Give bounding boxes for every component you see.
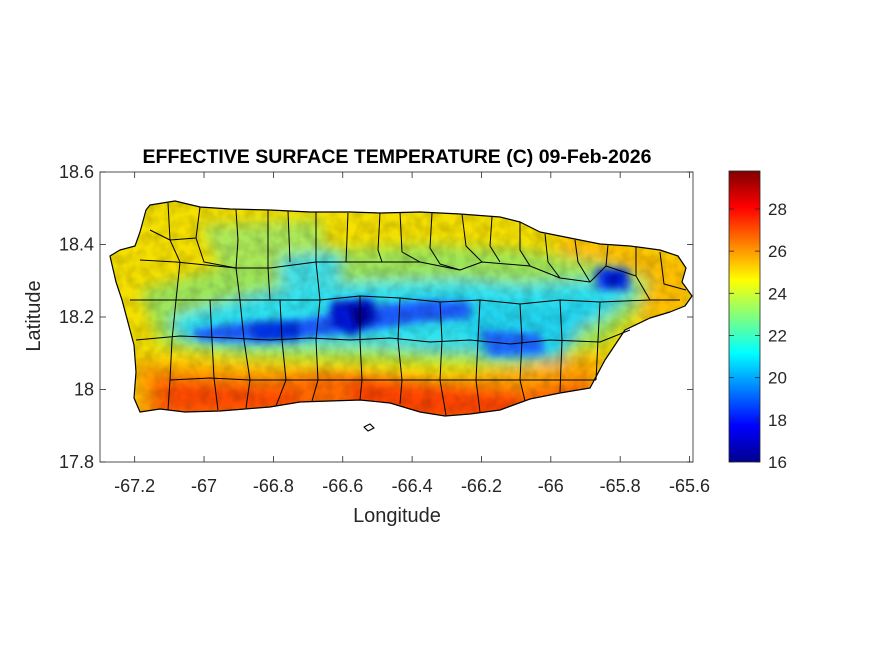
- y-axis-label: Latitude: [23, 280, 45, 351]
- colorbar-tick-label: 24: [768, 284, 787, 303]
- temperature-heatmap: [110, 201, 692, 416]
- x-tick-label: -66: [538, 476, 564, 496]
- colorbar-tick-label: 22: [768, 326, 787, 345]
- colorbar-tick-label: 26: [768, 242, 787, 261]
- colorbar-gradient: [728, 170, 761, 463]
- colorbar-tick-label: 28: [768, 200, 787, 219]
- x-axis-label: Longitude: [353, 505, 441, 527]
- y-tick-label: 18.2: [59, 307, 94, 327]
- island-outline: [109, 200, 693, 417]
- colorbar: 16 18 20 22 24 26 28: [728, 170, 787, 472]
- colorbar-tick-label: 18: [768, 411, 787, 430]
- x-tick-label: -66.6: [322, 476, 363, 496]
- municipality-boundaries: [109, 200, 693, 432]
- x-axis: -67.2 -67 -66.8 -66.6 -66.4 -66.2 -66 -65.8 -65.…: [114, 172, 710, 496]
- x-tick-label: -67.2: [114, 476, 155, 496]
- y-tick-label: 18.4: [59, 235, 94, 255]
- x-tick-label: -65.6: [669, 476, 710, 496]
- y-axis: 17.8 18 18.2 18.4 18.6: [59, 162, 693, 472]
- x-tick-label: -65.8: [600, 476, 641, 496]
- x-tick-label: -66.2: [461, 476, 502, 496]
- x-tick-label: -66.4: [392, 476, 433, 496]
- colorbar-tick-label: 20: [768, 369, 787, 388]
- y-tick-label: 18.6: [59, 162, 94, 182]
- municipal-lines: [130, 202, 687, 416]
- chart-title: EFFECTIVE SURFACE TEMPERATURE (C) 09-Feb…: [143, 146, 652, 168]
- colorbar-tick-label: 16: [768, 453, 787, 472]
- y-tick-label: 18: [74, 380, 94, 400]
- x-tick-label: -67: [191, 476, 217, 496]
- colorbar-ticks: 16 18 20 22 24 26 28: [729, 200, 787, 472]
- islet-caja-de-muertos: [363, 423, 375, 432]
- y-tick-label: 17.8: [59, 452, 94, 472]
- x-tick-label: -66.8: [253, 476, 294, 496]
